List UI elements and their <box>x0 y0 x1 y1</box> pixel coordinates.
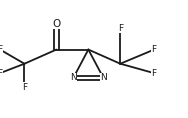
Text: F: F <box>22 83 27 92</box>
Text: N: N <box>100 73 107 82</box>
Text: O: O <box>52 19 61 29</box>
Text: F: F <box>0 69 3 78</box>
Text: F: F <box>152 69 157 78</box>
Text: F: F <box>118 24 123 33</box>
Text: N: N <box>70 73 77 82</box>
Text: F: F <box>0 45 3 54</box>
Text: F: F <box>152 45 157 54</box>
